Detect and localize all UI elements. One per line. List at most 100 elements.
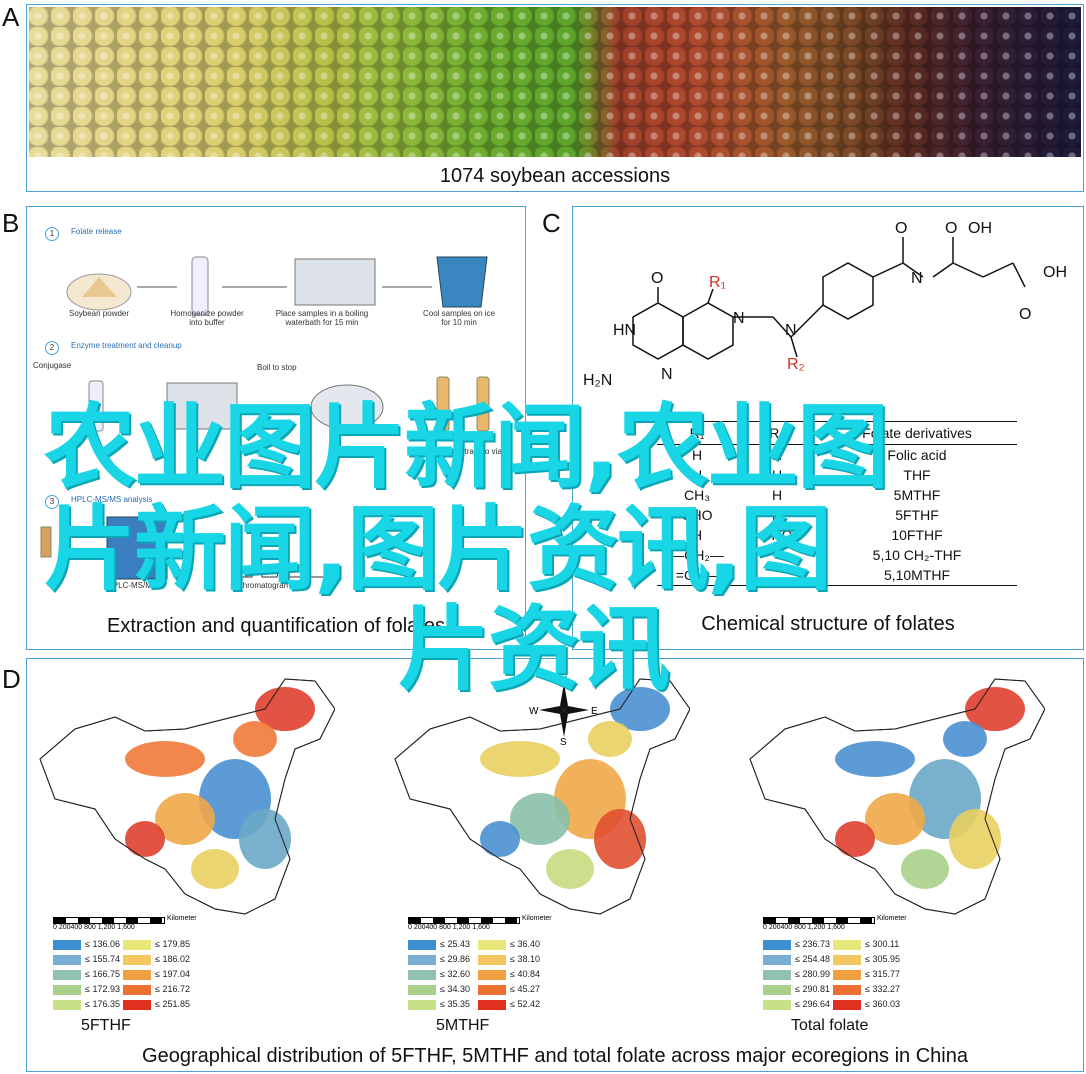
legend-swatch (478, 999, 506, 1010)
label-boiling: Place samples in a boiling waterbath for… (275, 309, 369, 327)
legend-swatch (123, 984, 151, 995)
legend-label: ≤ 216.72 (155, 984, 190, 994)
struct-n1: N (733, 310, 745, 327)
legend-swatch (123, 939, 151, 950)
legend-swatch (833, 969, 861, 980)
table-cell: H (691, 467, 703, 483)
struct-r2: R₂ (787, 356, 805, 373)
legend-item: ≤ 166.75 (53, 969, 120, 980)
panel-b-caption: Extraction and quantification of folates (107, 615, 445, 637)
label-transfer: Transfer filtrate to vial (427, 447, 504, 456)
struct-hn: HN (613, 322, 636, 339)
table-cell: CHO (681, 507, 713, 523)
china-map-3 (749, 678, 1045, 915)
table-cell: 5MTHF (893, 487, 941, 503)
legend-label: ≤ 251.85 (155, 999, 190, 1009)
legend-swatch (408, 984, 436, 995)
legend-label: ≤ 136.06 (85, 939, 120, 949)
legend-swatch (123, 969, 151, 980)
legend-swatch (53, 999, 81, 1010)
folate-table: R₁ R₂ Folate derivatives H H Folic acid H H T… (657, 421, 1017, 586)
table-cell: H (771, 447, 783, 463)
legend-swatch (833, 954, 861, 965)
legend-label: ≤ 40.84 (510, 969, 540, 979)
legend-label: ≤ 32.60 (440, 969, 470, 979)
legend-item: ≤ 360.03 (833, 999, 900, 1010)
map-label: 5MTHF (436, 1017, 490, 1034)
step-3-title: HPLC-MS/MS analysis (71, 495, 153, 504)
legend-label: ≤ 179.85 (155, 939, 190, 949)
legend-swatch (478, 939, 506, 950)
label-homogenize: Homogenize powder into buffer (170, 309, 244, 327)
table-cell: H (691, 447, 703, 463)
legend-item: ≤ 45.27 (478, 984, 540, 995)
struct-oh2: OH (1043, 264, 1067, 281)
legend-item: ≤ 52.42 (478, 999, 540, 1010)
legend-item: ≤ 280.99 (763, 969, 830, 980)
panel-d-caption: Geographical distribution of 5FTHF, 5MTH… (142, 1045, 968, 1067)
legend-item: ≤ 34.30 (408, 984, 470, 995)
struct-n3: N (785, 322, 797, 339)
legend-swatch (833, 984, 861, 995)
struct-n2: N (661, 366, 673, 383)
legend-swatch (478, 969, 506, 980)
struct-o-acid2: O (1019, 306, 1031, 323)
table-cell: 5FTHF (895, 507, 939, 523)
table-cell: H (771, 467, 783, 483)
legend-item: ≤ 315.77 (833, 969, 900, 980)
hplc-instrument (106, 516, 168, 580)
legend-swatch (833, 999, 861, 1010)
legend-swatch (53, 969, 81, 980)
legend-swatch (123, 954, 151, 965)
step-3-illustration (40, 516, 327, 580)
watermark-line-2: 片新闻,图片资讯,图 (44, 496, 832, 603)
legend-item: ≤ 216.72 (123, 984, 190, 995)
legend-label: ≤ 38.10 (510, 954, 540, 964)
step-1-illustration (66, 256, 488, 316)
panel-b: 1 Folate release Soybean powder Homogeni… (26, 206, 526, 650)
soybean-photo (29, 7, 1081, 157)
scale-unit: Kilometer (167, 915, 197, 922)
label-chromatogram: Chromatogram (237, 581, 291, 590)
struct-r1: R₁ (709, 274, 726, 291)
legend-label: ≤ 360.03 (865, 999, 900, 1009)
legend-label: ≤ 280.99 (795, 969, 830, 979)
legend-item: ≤ 186.02 (123, 954, 190, 965)
legend-label: ≤ 197.04 (155, 969, 190, 979)
legend-swatch (763, 984, 791, 995)
legend-item: ≤ 251.85 (123, 999, 190, 1010)
compass-e: E (591, 706, 598, 717)
china-map-2 (394, 678, 690, 915)
table-row: H H Folic acid (657, 445, 1017, 465)
legend-swatch (833, 939, 861, 950)
legend-item: ≤ 290.81 (763, 984, 830, 995)
scale-ticks: 0 200400 800 1,200 1,600 (408, 924, 490, 931)
legend-swatch (408, 969, 436, 980)
panel-c: O HN H₂N R₁ N N N R₂ N O O OH OH O R₁ R₂… (572, 206, 1084, 650)
legend-item: ≤ 25.43 (408, 939, 470, 950)
table-cell: H (771, 487, 783, 503)
panel-letter-d: D (2, 664, 21, 694)
legend-label: ≤ 172.93 (85, 984, 120, 994)
legend-item: ≤ 155.74 (53, 954, 120, 965)
struct-o-amide: O (895, 220, 907, 237)
folate-structure: O HN H₂N R₁ N N N R₂ N O O OH OH O (583, 220, 1067, 389)
legend-item: ≤ 300.11 (833, 939, 899, 950)
legend-item: ≤ 36.40 (478, 939, 540, 950)
table-cell: 5,10 CH₂-THF (872, 547, 962, 563)
panel-letter-b: B (2, 208, 20, 238)
struct-o-acid1: O (945, 220, 957, 237)
compass-n: N (560, 675, 567, 686)
china-map-1 (39, 678, 335, 915)
legend-label: ≤ 300.11 (865, 939, 900, 949)
legend-swatch (763, 939, 791, 950)
step-1-title: Folate release (71, 227, 122, 236)
table-cell: 5,10MTHF (883, 567, 951, 583)
step-2-title: Enzyme treatment and cleanup (71, 341, 182, 350)
legend-label: ≤ 25.43 (440, 939, 470, 949)
map-label: Total folate (791, 1017, 869, 1034)
legend-label: ≤ 290.81 (795, 984, 830, 994)
step-3-badge: 3 (45, 495, 59, 509)
table-cell: THF (903, 467, 931, 483)
th-derivatives: Folate derivatives (862, 425, 972, 441)
